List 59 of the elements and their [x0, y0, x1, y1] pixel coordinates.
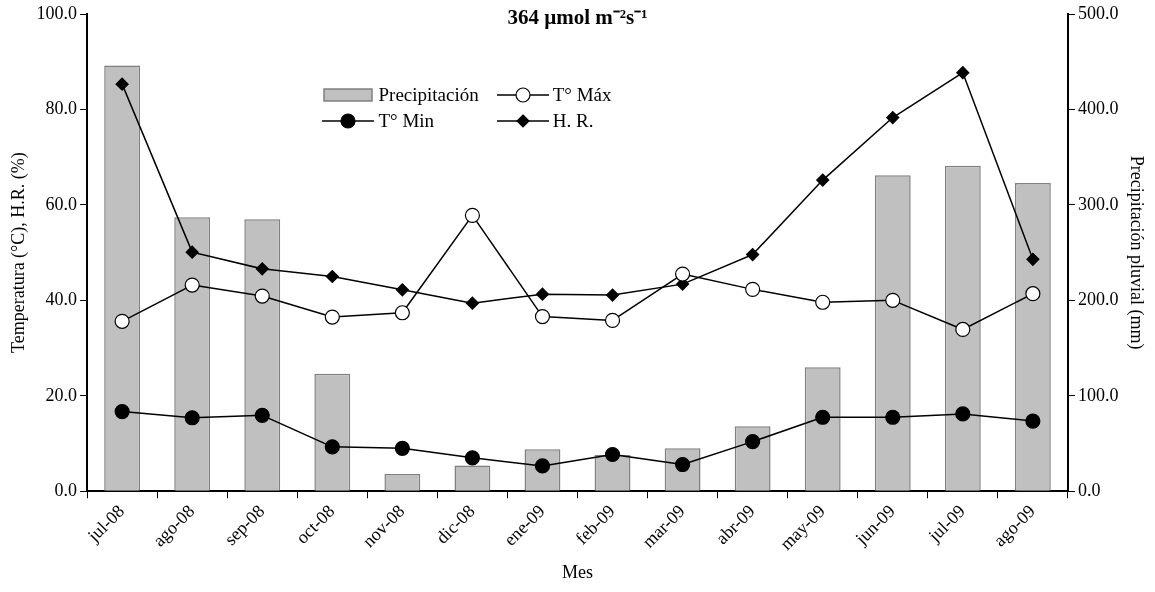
- point: [955, 321, 971, 338]
- point: [255, 262, 269, 276]
- chart-title: 364 µmol m⁻²s⁻¹: [507, 5, 648, 29]
- point: [464, 207, 481, 223]
- y-tick-label: 100.0: [36, 2, 78, 23]
- point: [815, 294, 831, 310]
- point: [674, 266, 691, 282]
- point: [394, 440, 410, 456]
- y2-tick-label: 200.0: [1077, 289, 1119, 310]
- point: [956, 66, 970, 80]
- y-tick-label: 80.0: [45, 98, 78, 119]
- point: [746, 247, 760, 262]
- point: [886, 110, 900, 125]
- point: [816, 173, 830, 187]
- y-tick-label: 0.0: [54, 479, 78, 500]
- y2-tick-label: 300.0: [1077, 193, 1119, 214]
- point: [535, 287, 550, 301]
- x-axis-title: Mes: [562, 561, 593, 582]
- point: [464, 450, 481, 466]
- point: [324, 439, 340, 455]
- point: [395, 283, 409, 297]
- point: [1025, 413, 1041, 429]
- y-tick-label: 60.0: [45, 193, 78, 214]
- point: [184, 277, 200, 293]
- y-tick-label: 20.0: [45, 384, 78, 405]
- point: [1026, 252, 1040, 266]
- point: [605, 288, 620, 302]
- point: [324, 309, 340, 325]
- point: [465, 296, 480, 310]
- point: [394, 305, 410, 321]
- point: [604, 312, 621, 328]
- point: [1025, 286, 1041, 302]
- point: [745, 434, 761, 450]
- point: [325, 269, 339, 284]
- point: [184, 410, 200, 426]
- y2-tick-label: 400.0: [1077, 98, 1119, 119]
- y-tick-label: 40.0: [45, 289, 78, 310]
- y2-tick-label: 0.0: [1077, 479, 1101, 500]
- point: [885, 409, 901, 425]
- point: [955, 406, 971, 422]
- point: [604, 446, 621, 463]
- y2-tick-label: 100.0: [1077, 384, 1119, 405]
- point: [185, 245, 199, 259]
- point: [254, 288, 270, 304]
- legend-label: H. R.: [552, 110, 594, 132]
- point: [885, 292, 901, 308]
- point: [115, 77, 129, 91]
- y-axis-title: Temperatura (°C), H.R. (%): [7, 152, 29, 354]
- point: [114, 313, 130, 329]
- y2-axis-title: Precipitación pluvial (mm): [1126, 155, 1148, 350]
- point: [254, 407, 270, 423]
- y2-tick-label: 500.0: [1077, 2, 1119, 23]
- point: [534, 308, 551, 325]
- point: [815, 409, 831, 425]
- point: [745, 281, 761, 297]
- point: [114, 403, 130, 420]
- legend-label: Precipitación: [378, 84, 479, 106]
- legend-label: T° Min: [378, 110, 435, 132]
- legend-label: T° Máx: [552, 84, 612, 106]
